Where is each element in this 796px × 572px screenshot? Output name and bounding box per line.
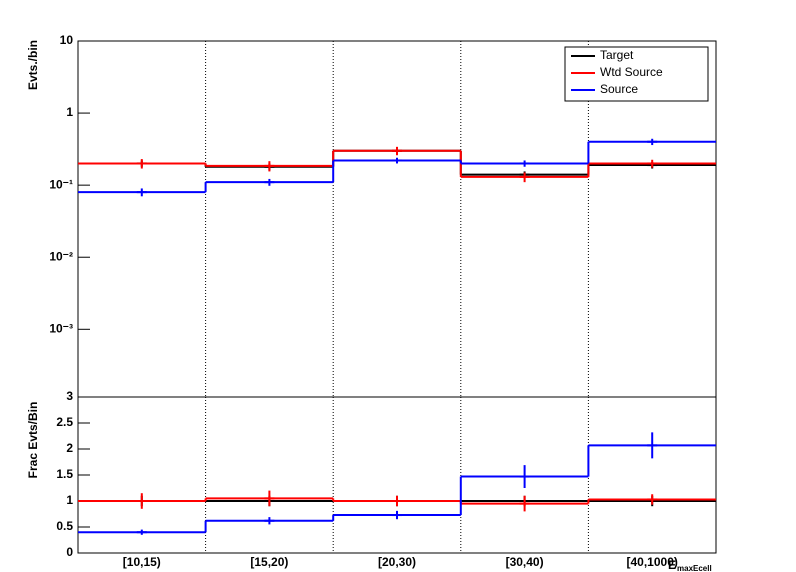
y-axis-title: Frac Evts/Bin [26,402,40,479]
x-tick-label: [15,20) [250,555,288,569]
y-tick-label: 0.5 [56,519,73,533]
x-tick-label: [40,1000) [627,555,678,569]
x-tick-label: [30,40) [506,555,544,569]
y-tick-label: 1.5 [56,467,73,481]
y-tick-label: 1 [66,493,73,507]
legend-label: Wtd Source [600,65,663,79]
y-tick-label: 10⁻³ [49,321,73,335]
x-axis-title-sub: maxEcell [677,564,712,572]
x-tick-label: [20,30) [378,555,416,569]
legend-label: Target [600,48,634,62]
y-tick-label: 2.5 [56,415,73,429]
y-tick-label: 3 [66,389,73,403]
x-tick-label: [10,15) [123,555,161,569]
y-tick-label: 0 [66,545,73,559]
y-tick-label: 10⁻¹ [49,177,73,191]
legend-label: Source [600,82,638,96]
y-tick-label: 2 [66,441,73,455]
y-tick-label: 1 [66,105,73,119]
y-tick-label: 10⁻² [49,249,73,263]
y-axis-title: Evts./bin [26,40,40,90]
y-tick-label: 10 [60,33,74,47]
x-axis-title: E [668,558,676,572]
